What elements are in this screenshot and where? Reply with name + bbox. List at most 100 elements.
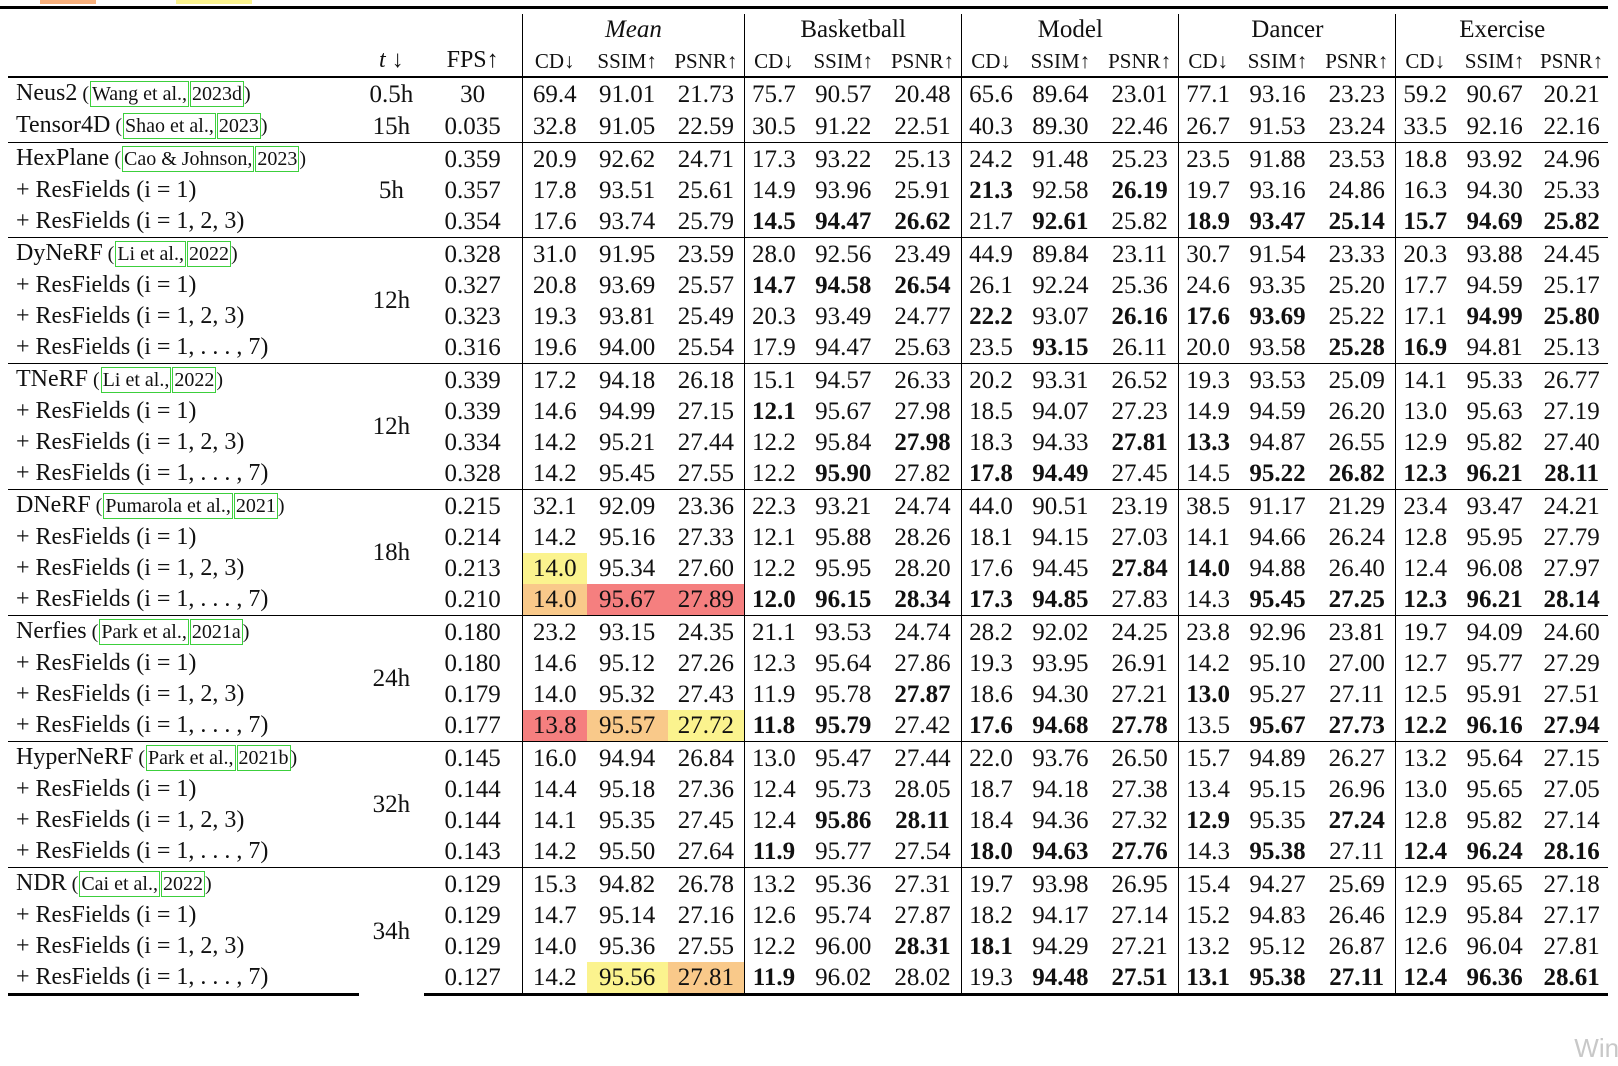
method-name: + ResFields (i = 1): [16, 398, 197, 424]
value-cell: 95.67: [1249, 712, 1306, 739]
citation-author-link[interactable]: Pumarola et al.,: [103, 493, 233, 519]
value-cell: 25.13: [883, 142, 962, 175]
value-cell: 22.59: [677, 112, 734, 140]
table-row: + ResFields (i = 1, . . . , 7) 0.328 14.2 9…: [8, 458, 1608, 490]
value-cell: 94.48: [1019, 962, 1101, 996]
value-cell: 27.97: [1543, 555, 1600, 582]
value-cell: 14.2: [521, 458, 587, 490]
citation-year-link[interactable]: 2021b: [236, 745, 291, 771]
value-cell: 93.49: [815, 303, 872, 330]
citation-year-link[interactable]: 2022: [172, 367, 217, 393]
value-cell: 31.0: [521, 237, 587, 270]
value-cell: 26.95: [1100, 867, 1179, 900]
value-cell: 94.69: [1466, 208, 1523, 235]
time-cell: 18h: [359, 489, 424, 616]
value-cell: 91.48: [1019, 142, 1101, 175]
value-cell: 28.11: [895, 807, 950, 834]
value-cell: 94.30: [1032, 681, 1089, 708]
value-cell: 25.61: [677, 177, 734, 204]
value-cell: 25.80: [1543, 303, 1600, 330]
citation-author-link[interactable]: Li et al.,: [115, 241, 186, 267]
table-row: + ResFields (i = 1) 0.357 17.8 93.51 25.61 14…: [8, 175, 1608, 206]
value-cell: 27.26: [677, 650, 734, 677]
value-cell: 94.33: [1032, 429, 1089, 456]
method-cell: HexPlane (Cao & Johnson, 2023): [8, 142, 360, 175]
value-cell: 95.22: [1249, 460, 1306, 487]
citation-author-link[interactable]: Cao & Johnson,: [121, 146, 255, 172]
citation-author-link[interactable]: Cai et al.,: [79, 871, 160, 897]
value-cell: 23.81: [1318, 615, 1396, 648]
value-cell: 14.2: [521, 836, 587, 868]
value-cell: 25.79: [677, 208, 734, 235]
citation-author-link[interactable]: Wang et al.,: [90, 81, 190, 107]
value-cell: 95.15: [1249, 776, 1306, 803]
citation-year-link[interactable]: 2023d: [190, 81, 245, 107]
citation-year-link[interactable]: 2022: [160, 871, 205, 897]
fps-cell: 0.213: [444, 555, 501, 582]
value-cell: 26.96: [1328, 776, 1385, 803]
value-cell: 27.51: [1100, 962, 1179, 996]
value-cell: 14.7: [521, 900, 587, 931]
value-cell: 26.78: [667, 867, 745, 900]
citation-author-link[interactable]: Park et al.,: [99, 619, 189, 645]
citation-author-link[interactable]: Park et al.,: [146, 745, 236, 771]
citation-year-link[interactable]: 2023: [255, 146, 300, 172]
value-cell: 11.9: [744, 836, 803, 868]
table-row: HyperNeRF (Park et al., 2021b) 32h 0.145 16.…: [8, 741, 1608, 868]
metric-header: SSIM↑: [1019, 45, 1101, 78]
value-cell: 91.22: [815, 112, 872, 140]
value-cell: 14.1: [1395, 363, 1455, 396]
citation-year-link[interactable]: 2021: [233, 493, 278, 519]
value-cell: 23.49: [883, 237, 962, 270]
citation-year-link[interactable]: 2022: [186, 241, 231, 267]
method-name: + ResFields (i = 1, 2, 3): [16, 303, 245, 329]
value-cell: 12.3: [1395, 584, 1455, 616]
method-name: + ResFields (i = 1, . . . , 7): [16, 586, 269, 612]
value-cell: 96.21: [1466, 460, 1523, 487]
value-cell: 95.21: [599, 429, 656, 456]
table-row: + ResFields (i = 1, . . . , 7) 0.210 14.0 9…: [8, 584, 1608, 616]
value-cell: 93.81: [599, 303, 656, 330]
value-cell: 94.47: [815, 208, 872, 235]
citation-author-link[interactable]: Li et al.,: [100, 367, 172, 393]
value-cell: 26.91: [1111, 650, 1168, 677]
fps-cell: 0.129: [444, 902, 501, 929]
value-cell: 14.2: [1178, 648, 1237, 679]
table-row: + ResFields (i = 1, 2, 3) 0.213 14.0 95.34 2…: [8, 553, 1608, 584]
time-cell: 32h: [359, 741, 424, 868]
method-name: + ResFields (i = 1, . . . , 7): [16, 334, 269, 360]
method-name: HyperNeRF: [16, 744, 134, 770]
value-cell: 27.43: [677, 681, 734, 708]
fps-cell: 0.354: [444, 208, 501, 235]
value-cell: 22.51: [894, 112, 951, 140]
value-cell: 96.02: [802, 962, 884, 996]
time-cell: 5h: [359, 142, 424, 238]
value-cell: 94.27: [1237, 867, 1319, 900]
method-name: + ResFields (i = 1, . . . , 7): [16, 712, 269, 738]
method-name: + ResFields (i = 1, 2, 3): [16, 429, 245, 455]
value-cell: 27.36: [677, 776, 734, 803]
value-cell: 26.52: [1100, 363, 1179, 396]
value-cell: 26.46: [1328, 902, 1385, 929]
citation-author-link[interactable]: Shao et al.,: [122, 113, 216, 139]
value-cell: 18.0: [961, 836, 1020, 868]
value-cell: 94.88: [1249, 555, 1306, 582]
time-cell: 12h: [359, 363, 424, 490]
fps-cell: 0.180: [423, 615, 523, 648]
value-cell: 95.32: [599, 681, 656, 708]
method-cell: + ResFields (i = 1, 2, 3): [8, 805, 359, 836]
value-cell: 95.47: [802, 741, 884, 774]
value-cell: 96.24: [1466, 838, 1523, 865]
value-cell: 19.3: [961, 648, 1020, 679]
value-cell: 20.3: [744, 301, 803, 332]
value-cell: 27.81: [1543, 933, 1600, 960]
value-cell: 12.8: [1395, 805, 1455, 836]
value-cell: 27.14: [1111, 902, 1168, 929]
value-cell: 12.3: [744, 648, 803, 679]
value-cell: 96.00: [815, 933, 872, 960]
citation-year-link[interactable]: 2021a: [189, 619, 243, 645]
citation-year-link[interactable]: 2023: [216, 113, 261, 139]
value-cell: 12.2: [744, 458, 803, 490]
value-cell: 96.16: [1466, 712, 1523, 739]
value-cell: 25.82: [1543, 208, 1600, 235]
